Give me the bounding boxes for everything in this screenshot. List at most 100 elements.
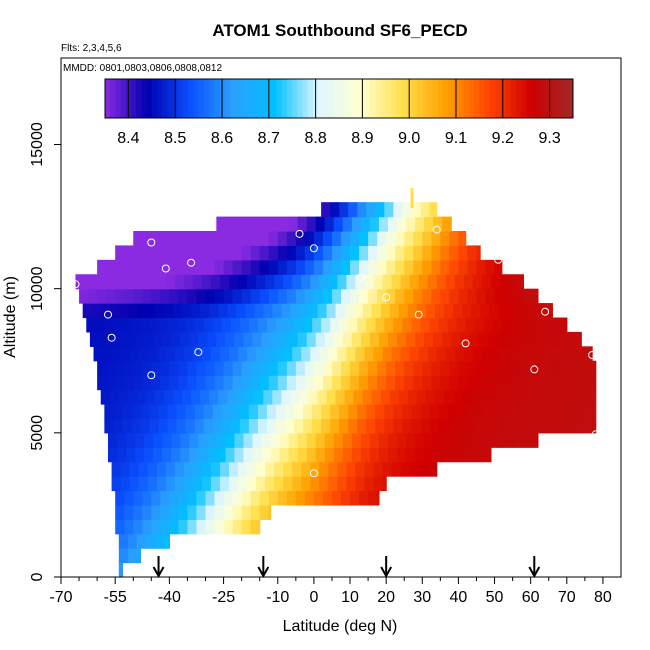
heatmap-cell xyxy=(304,375,315,391)
heatmap-cell xyxy=(241,490,252,506)
heatmap-cell xyxy=(512,288,523,304)
heatmap-cell xyxy=(460,432,470,448)
heatmap-cell xyxy=(431,231,441,247)
heatmap-cell xyxy=(397,447,407,463)
heatmap-cell xyxy=(427,461,438,477)
heatmap-cell xyxy=(113,418,124,434)
heatmap-cell xyxy=(489,303,499,319)
heatmap-cell xyxy=(519,418,530,434)
heatmap-cell xyxy=(404,245,414,261)
heatmap-cell xyxy=(214,259,225,275)
heatmap-cell xyxy=(454,346,465,362)
heatmap-cell xyxy=(178,245,189,261)
heatmap-cell xyxy=(386,231,396,247)
heatmap-cell xyxy=(219,274,230,290)
sample-point xyxy=(541,307,550,316)
heatmap-cell xyxy=(584,360,595,376)
heatmap-cell xyxy=(521,288,532,304)
heatmap-cell xyxy=(440,360,450,376)
heatmap-cell xyxy=(115,519,125,535)
heatmap-cell xyxy=(474,317,485,333)
colorbar-swatch xyxy=(396,79,402,118)
heatmap-cell xyxy=(285,418,295,434)
heatmap-cell xyxy=(196,288,207,304)
heatmap-cell xyxy=(212,404,223,420)
heatmap-cell xyxy=(95,317,105,333)
heatmap-cell xyxy=(187,245,198,261)
heatmap-cell xyxy=(360,216,371,232)
heatmap-cell xyxy=(252,447,263,463)
heatmap-cell xyxy=(281,303,292,319)
heatmap-cell xyxy=(153,432,163,448)
heatmap-cell xyxy=(333,331,344,347)
colorbar-swatch xyxy=(411,79,418,118)
heatmap-cell xyxy=(294,317,304,333)
heatmap-cell xyxy=(232,504,243,520)
heatmap-cell xyxy=(355,274,366,290)
heatmap-cell xyxy=(561,389,572,405)
heatmap-cell xyxy=(124,375,134,391)
heatmap-cell xyxy=(433,216,443,232)
heatmap-cell xyxy=(331,259,342,275)
heatmap-cell xyxy=(480,389,490,405)
heatmap-cell xyxy=(568,331,579,347)
heatmap-cell xyxy=(395,259,405,275)
heatmap-cell xyxy=(304,288,315,304)
heatmap-cell xyxy=(232,490,243,506)
sample-point xyxy=(295,229,304,238)
heatmap-cell xyxy=(431,245,441,261)
heatmap-cell xyxy=(313,245,324,261)
heatmap-cell xyxy=(377,245,387,261)
heatmap-cell xyxy=(203,418,214,434)
heatmap-cell xyxy=(472,274,483,290)
heatmap-cell xyxy=(142,231,152,247)
heatmap-cell xyxy=(368,245,378,261)
heatmap-cell xyxy=(285,404,295,420)
colorbar-swatch xyxy=(469,79,475,118)
heatmap-cell xyxy=(536,346,546,362)
heatmap-cell xyxy=(295,288,306,304)
heatmap-cell xyxy=(286,360,297,376)
heatmap-cell xyxy=(534,389,544,405)
heatmap-cell xyxy=(236,389,246,405)
heatmap-cell xyxy=(295,259,306,275)
sample-points xyxy=(67,206,600,478)
heatmap-cell xyxy=(422,245,432,261)
sample-point xyxy=(588,351,597,359)
heatmap-cell xyxy=(588,389,597,405)
heatmap-cell xyxy=(424,432,434,448)
heatmap-cell xyxy=(312,418,322,434)
heatmap-cell xyxy=(272,303,282,319)
heatmap-cell xyxy=(339,317,349,333)
heatmap-cell xyxy=(342,447,353,463)
heatmap-cell xyxy=(543,389,553,405)
heatmap-cell xyxy=(532,432,539,448)
heatmap-cell xyxy=(138,346,149,362)
colorbar-swatch xyxy=(344,79,350,118)
heatmap-cell xyxy=(418,274,429,290)
heatmap-cell xyxy=(268,360,279,376)
heatmap-cell xyxy=(331,288,342,304)
colorbar-swatch xyxy=(198,79,205,118)
heatmap-cell xyxy=(359,231,369,247)
colorbar-swatch xyxy=(380,79,387,118)
heatmap-cell xyxy=(322,288,333,304)
heatmap-cell xyxy=(490,274,501,290)
heatmap-cell xyxy=(283,461,293,477)
heatmap-cell xyxy=(492,418,503,434)
heatmap-cell xyxy=(187,375,198,391)
heatmap-cell xyxy=(106,375,116,391)
heatmap-cell xyxy=(304,360,315,376)
heatmap-cell xyxy=(465,404,476,420)
heatmap-cell xyxy=(429,317,440,333)
heatmap-cell xyxy=(411,404,422,420)
heatmap-cell xyxy=(160,245,170,261)
heatmap-cell xyxy=(480,303,490,319)
heatmap-cell xyxy=(351,432,362,448)
heatmap-cell xyxy=(532,331,543,347)
heatmap-cell xyxy=(136,548,142,564)
heatmap-cell xyxy=(86,317,96,333)
heatmap-cell xyxy=(277,231,288,247)
heatmap-cell xyxy=(458,245,469,261)
heatmap-cell xyxy=(162,432,172,448)
